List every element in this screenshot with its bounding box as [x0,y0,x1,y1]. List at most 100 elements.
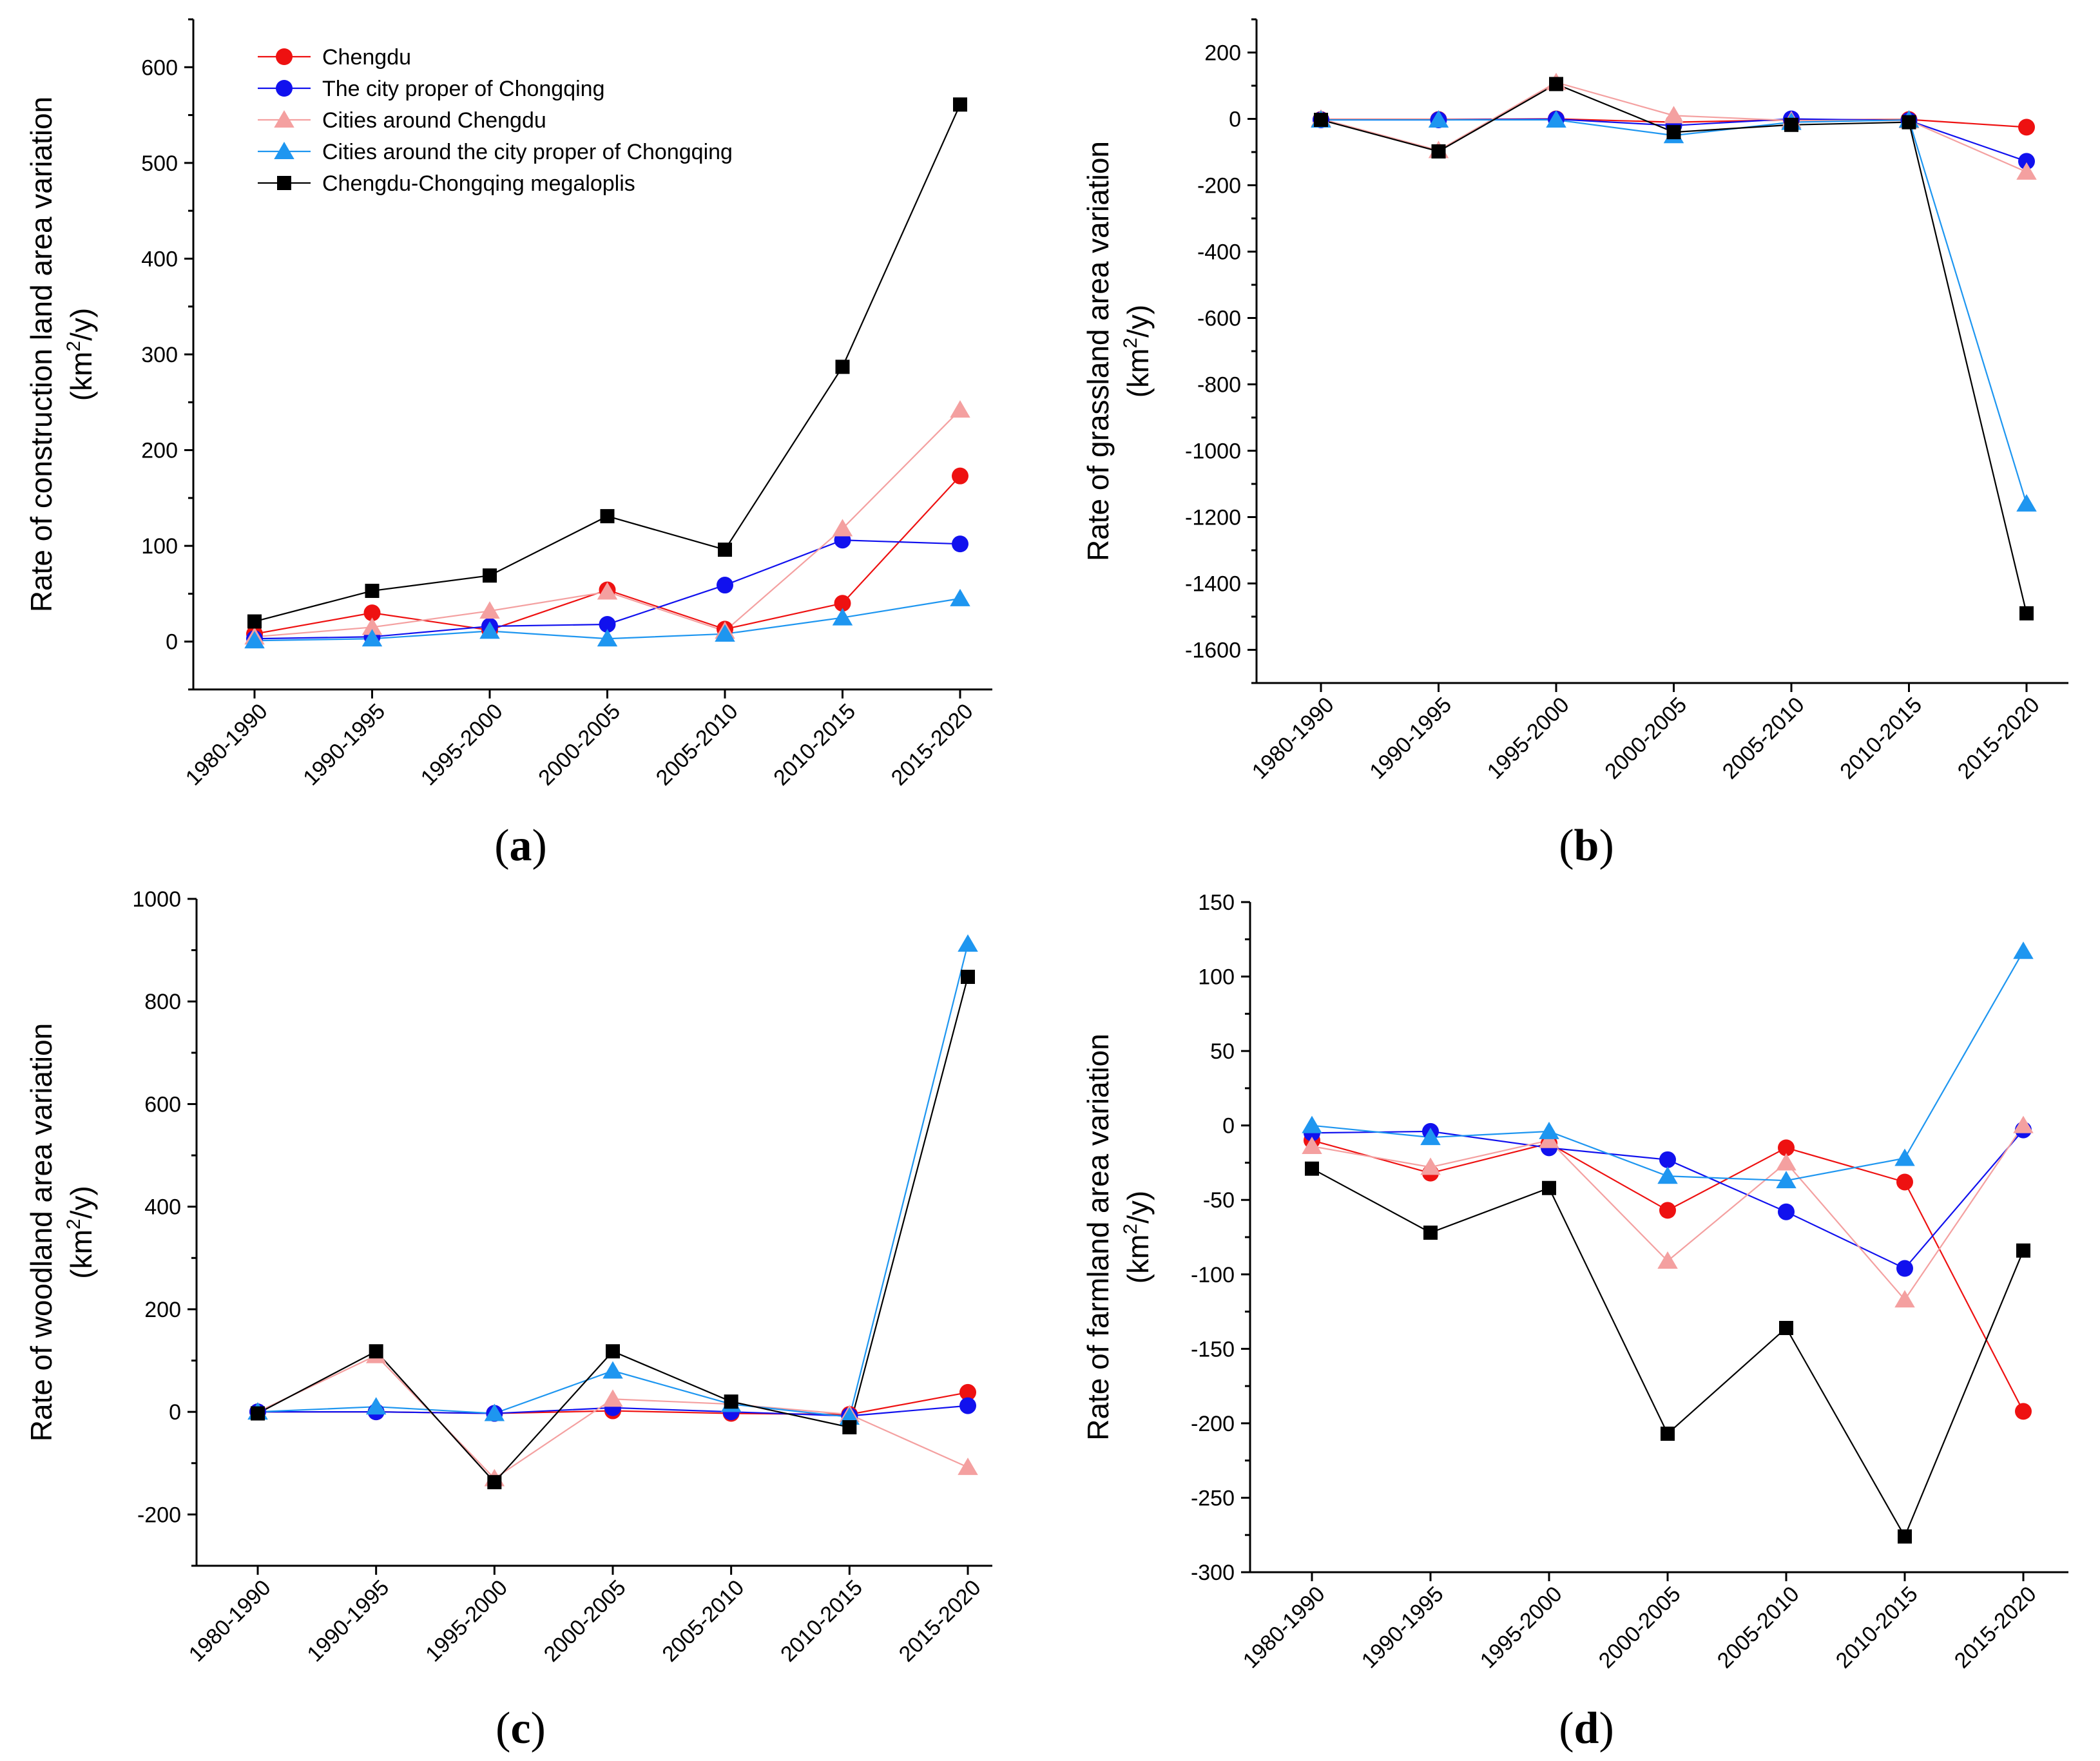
legend-label: Cities around Chengdu [322,108,546,133]
data-point [1784,117,1798,132]
data-point [950,588,970,606]
data-point [479,621,500,639]
y-tick-label: 500 [141,151,178,176]
data-point [1898,1529,1912,1544]
unit-superscript: 2 [63,1218,84,1229]
x-tick-label: 2015-2020 [1950,1582,2041,1673]
panel-label-paren: ( [1559,1704,1574,1753]
y-tick-label: 800 [144,990,181,1014]
y-tick-label: 600 [141,55,178,80]
panel-label: (c) [496,1704,546,1753]
data-point [363,604,381,622]
data-point [1663,106,1684,124]
data-point [1546,110,1566,128]
x-tick-label: 2010-2015 [1835,693,1927,784]
x-tick-label: 1990-1995 [1357,1582,1449,1673]
data-point [1657,1251,1678,1269]
legend-item: Cities around Chengdu [258,108,546,133]
panel-b: -1600 -1400 -1200 -1000 -800 -600 -400 -200 0 200… [1081,18,2068,871]
data-point [1661,1427,1675,1441]
x-tick-label: 1995-2000 [421,1575,512,1667]
x-tick-label: 1995-2000 [1483,693,1574,784]
x-tick-label: 2000-2005 [1594,1582,1686,1673]
x-tick-label: 1995-2000 [416,699,508,791]
data-point [1657,1166,1678,1184]
x-tick-label: 2005-2010 [651,699,743,791]
y-tick-label: 200 [141,439,178,463]
data-point [1896,1173,1913,1191]
data-point [487,1475,502,1490]
legend: Chengdu The city proper of Chongqing Citie… [258,45,733,196]
series-line [1311,1168,2025,1539]
y-tick-label: 0 [1229,108,1241,132]
data-point [1896,1260,1913,1277]
x-tick-label: 1990-1995 [298,699,390,791]
y-tick-label: 100 [141,534,178,559]
y-tick-label: -1000 [1185,439,1241,464]
data-point [597,582,618,600]
y-tick-label: 100 [1198,965,1235,990]
y-axis-title: Rate of grassland area variation [1081,141,1115,561]
data-point [479,601,500,619]
y-tick-label: -150 [1191,1337,1235,1362]
data-point [1894,1290,1915,1308]
y-tick-label: -1600 [1185,639,1241,663]
data-point [361,617,383,635]
data-point [950,400,970,418]
y-tick-label: -400 [1197,240,1241,265]
x-tick-label: 2000-2005 [534,699,625,791]
panel-d: -300 -250 -200 -150 -100 -50 0 50 100 150 1980-199… [1081,890,2068,1753]
data-point [1778,1139,1795,1157]
data-point [1776,1171,1797,1189]
legend-item: Chengdu [258,45,411,70]
data-point [369,1344,383,1359]
panel-label-letter: c [510,1704,530,1753]
data-point [958,1458,978,1476]
data-point [832,519,853,537]
legend-item: Cities around the city proper of Chongqi… [258,140,733,164]
data-point [1431,144,1446,159]
unit-text: (km [1121,349,1155,398]
y-axis-unit: (km2/y) [63,1186,98,1278]
y-tick-label: 150 [1198,890,1235,915]
data-point [484,1403,505,1421]
x-tick-label: 2000-2005 [539,1575,631,1667]
y-axis-title: Rate of woodland area variation [24,1023,58,1442]
series-line [1311,1129,2024,1269]
y-tick-label: -300 [1191,1561,1235,1585]
unit-superscript: 2 [1120,338,1141,349]
data-point [961,970,975,985]
panel-label: (a) [494,821,547,871]
data-point [718,543,732,557]
data-point [1302,1115,1322,1133]
series-line [1321,119,2028,505]
data-point [606,1344,620,1359]
legend-label: Cities around the city proper of Chongqi… [322,140,733,164]
panel-label: (d) [1559,1704,1614,1753]
y-tick-label: -800 [1197,373,1241,398]
y-axis-unit: (km2/y) [1120,1191,1155,1284]
legend-marker [276,48,293,65]
data-point [2016,494,2037,512]
panel-label-letter: b [1574,821,1599,871]
unit-text: (km [64,352,98,401]
series-line [254,409,961,638]
legend-label: The city proper of Chongqing [322,77,604,101]
data-point [1549,77,1563,91]
y-tick-label: 50 [1210,1039,1235,1064]
y-tick-label: -50 [1203,1188,1235,1213]
data-point [959,1397,976,1414]
x-tick-label: 2010-2015 [769,699,860,791]
x-tick-label: 2000-2005 [1600,693,1691,784]
data-point [1659,1151,1676,1168]
y-tick-label: -200 [1191,1412,1235,1436]
unit-text: /y) [1121,1191,1155,1224]
x-tick-label: 1990-1995 [302,1575,394,1667]
y-tick-label: 400 [141,247,178,271]
data-point [1894,1148,1915,1166]
legend-marker [277,176,291,190]
legend-label: Chengdu-Chongqing megaloplis [322,171,635,196]
unit-superscript: 2 [63,341,84,352]
y-tick-label: 0 [1222,1114,1235,1139]
